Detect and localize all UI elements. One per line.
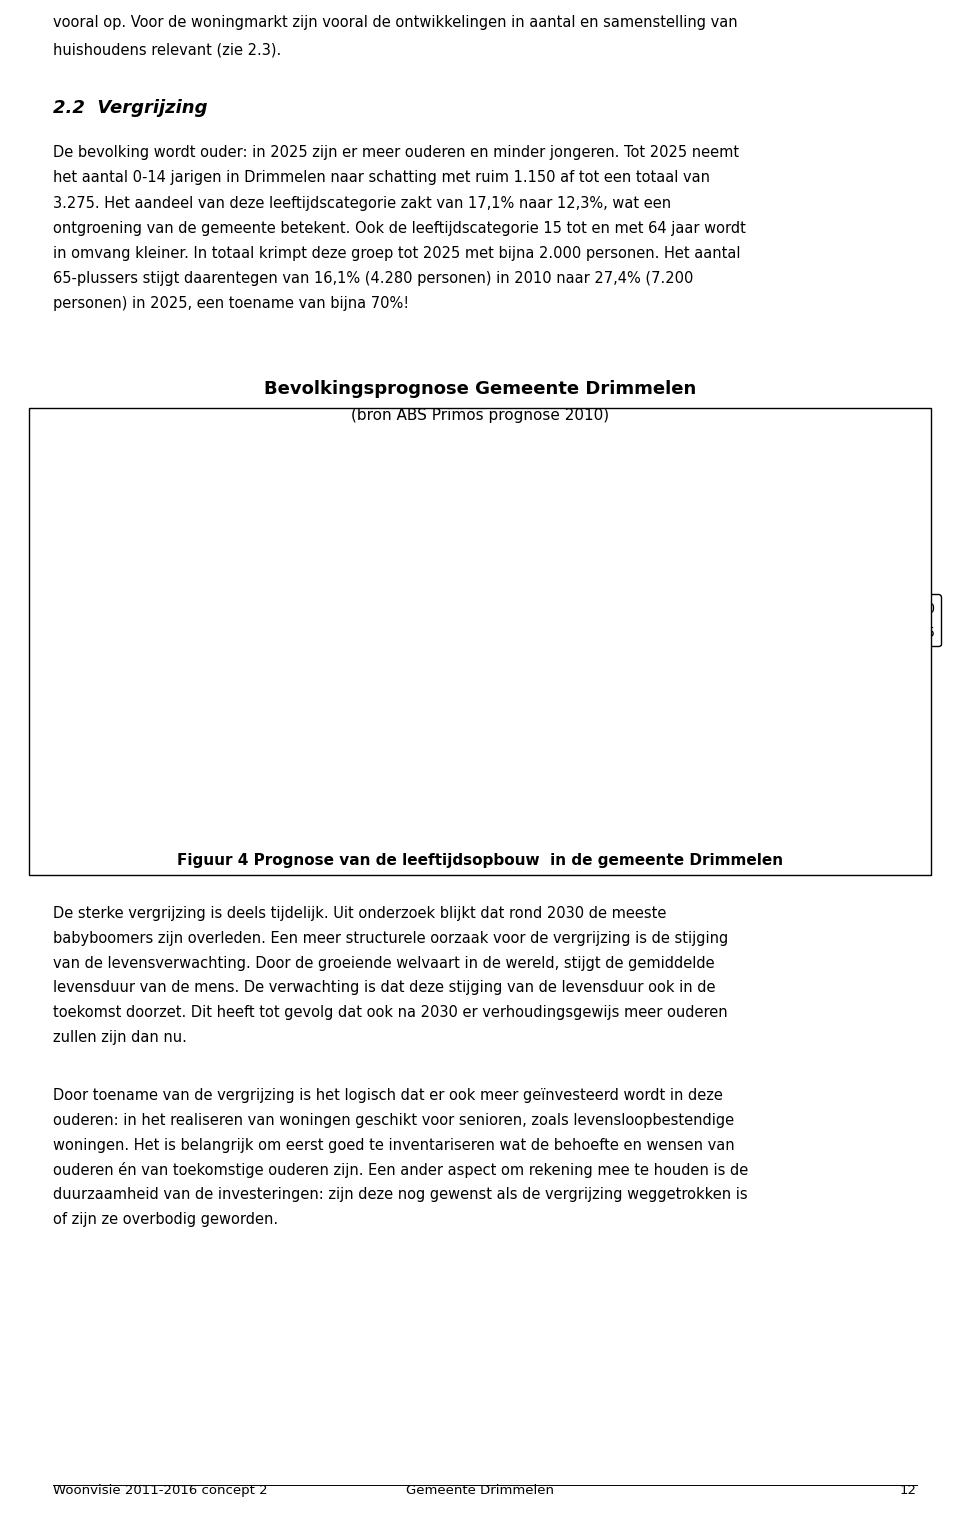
Text: Bevolkingsprognose Gemeente Drimmelen: Bevolkingsprognose Gemeente Drimmelen [264,380,696,399]
Bar [391,512,468,837]
Text: De sterke vergrijzing is deels tijdelijk. Uit onderzoek blijkt dat rond 2030 de : De sterke vergrijzing is deels tijdelijk… [53,906,666,921]
Text: duurzaamheid van de investeringen: zijn deze nog gewenst als de vergrijzing wegg: duurzaamheid van de investeringen: zijn … [53,1187,748,1203]
Text: 3.275. Het aandeel van deze leeftijdscategorie zakt van 17,1% naar 12,3%, wat ee: 3.275. Het aandeel van deze leeftijdscat… [53,196,671,211]
Text: 16%: 16% [654,808,690,824]
Text: 2.2  Vergrijzing: 2.2 Vergrijzing [53,99,207,118]
Text: toekomst doorzet. Dit heeft tot gevolg dat ook na 2030 er verhoudingsgewijs meer: toekomst doorzet. Dit heeft tot gevolg d… [53,1005,728,1021]
Text: 65-plussers stijgt daarentegen van 16,1% (4.280 personen) in 2010 naar 27,4% (7.: 65-plussers stijgt daarentegen van 16,1%… [53,272,693,286]
Text: personen) in 2025, een toename van bijna 70%!: personen) in 2025, een toename van bijna… [53,296,409,312]
Text: vooral op. Voor de woningmarkt zijn vooral de ontwikkelingen in aantal en samens: vooral op. Voor de woningmarkt zijn voor… [53,15,737,31]
Bar [147,752,225,837]
Text: De bevolking wordt ouder: in 2025 zijn er meer ouderen en minder jongeren. Tot 2: De bevolking wordt ouder: in 2025 zijn e… [53,145,739,160]
Text: Door toename van de vergrijzing is het logisch dat er ook meer geïnvesteerd word: Door toename van de vergrijzing is het l… [53,1088,723,1103]
Bar [468,549,545,837]
Text: woningen. Het is belangrijk om eerst goed te inventariseren wat de behoefte en w: woningen. Het is belangrijk om eerst goe… [53,1138,734,1152]
Text: 12: 12 [900,1484,917,1497]
Text: 12%: 12% [246,810,282,825]
Text: (bron ABS Primos prognose 2010): (bron ABS Primos prognose 2010) [351,408,609,423]
Text: ouderen: in het realiseren van woningen geschikt voor senioren, zoals levensloop: ouderen: in het realiseren van woningen … [53,1112,734,1128]
Bar [711,712,789,837]
Text: in omvang kleiner. In totaal krimpt deze groep tot 2025 met bijna 2.000 personen: in omvang kleiner. In totaal krimpt deze… [53,246,740,261]
Text: Ontgroening: Ontgroening [139,688,238,743]
Text: Woonvisie 2011-2016 concept 2: Woonvisie 2011-2016 concept 2 [53,1484,268,1497]
Bar [225,769,302,837]
Text: zullen zijn dan nu.: zullen zijn dan nu. [53,1030,186,1045]
Text: 17%: 17% [168,805,204,819]
Text: ouderen én van toekomstige ouderen zijn. Een ander aspect om rekening mee te hou: ouderen én van toekomstige ouderen zijn.… [53,1163,748,1178]
Bar [634,764,711,837]
Text: huishoudens relevant (zie 2.3).: huishoudens relevant (zie 2.3). [53,43,281,58]
Text: Gemeente Drimmelen: Gemeente Drimmelen [406,1484,554,1497]
Text: of zijn ze overbodig geworden.: of zijn ze overbodig geworden. [53,1212,278,1227]
Text: 27%: 27% [732,793,768,808]
Legend: 2010, 2025: 2010, 2025 [863,594,941,646]
Text: Vergrijzing: Vergrijzing [698,643,782,686]
Text: ontgroening van de gemeente betekent. Ook de leeftijdscategorie 15 tot en met 64: ontgroening van de gemeente betekent. Oo… [53,220,746,235]
Text: het aantal 0-14 jarigen in Drimmelen naar schatting met ruim 1.150 af tot een to: het aantal 0-14 jarigen in Drimmelen naa… [53,170,709,185]
Text: 67%: 67% [411,733,447,747]
Text: babyboomers zijn overleden. Een meer structurele oorzaak voor de vergrijzing is : babyboomers zijn overleden. Een meer str… [53,931,728,946]
Text: van de levensverwachting. Door de groeiende welvaart in de wereld, stijgt de gem: van de levensverwachting. Door de groeie… [53,955,714,970]
Text: Figuur 4 Prognose van de leeftijdsopbouw  in de gemeente Drimmelen: Figuur 4 Prognose van de leeftijdsopbouw… [177,853,783,868]
Text: 60%: 60% [489,744,525,759]
Text: levensduur van de mens. De verwachting is dat deze stijging van de levensduur oo: levensduur van de mens. De verwachting i… [53,981,715,995]
